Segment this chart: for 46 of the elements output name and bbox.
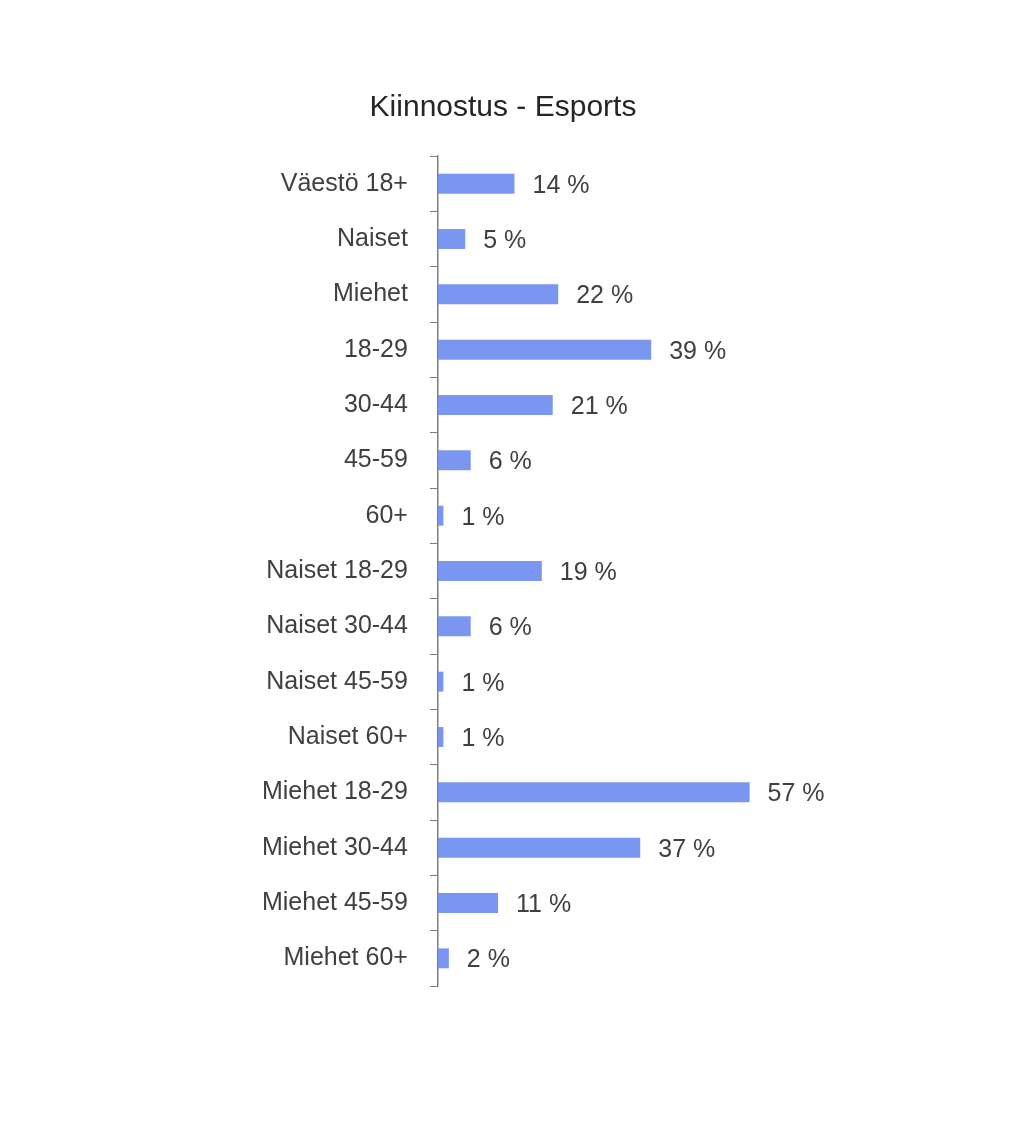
- y-tick-label: Naiset: [337, 222, 408, 251]
- data-label: 14 %: [532, 169, 590, 198]
- data-label: 1 %: [461, 722, 505, 751]
- bar: [437, 339, 652, 360]
- y-tick-label: Naiset 30-44: [266, 610, 409, 639]
- bar: [437, 893, 499, 913]
- bar: [437, 561, 542, 581]
- y-tick-label: 30-44: [343, 388, 409, 417]
- y-tick-label: Miehet 30-44: [261, 831, 408, 860]
- y-tick-label: Miehet 18-29: [261, 776, 408, 805]
- bar: [437, 505, 444, 526]
- bar: [437, 450, 471, 471]
- y-tick-label: 60+: [365, 499, 408, 528]
- y-tick-label: 18-29: [343, 333, 408, 362]
- data-label: 39 %: [669, 335, 727, 364]
- data-label: 21 %: [570, 390, 628, 419]
- y-tick-label: Miehet 45-59: [261, 886, 408, 915]
- data-label: 6 %: [488, 446, 532, 475]
- chart-title: Kiinnostus - Esports: [369, 89, 637, 123]
- data-label: 2 %: [466, 944, 510, 973]
- bar: [437, 671, 444, 692]
- bar: [437, 837, 641, 858]
- data-label: 19 %: [559, 556, 617, 585]
- bar: [437, 284, 559, 305]
- data-label: 37 %: [658, 833, 716, 862]
- data-label: 5 %: [483, 224, 527, 253]
- data-label: 22 %: [576, 280, 634, 309]
- bar: [437, 782, 750, 803]
- data-label: 1 %: [461, 667, 505, 696]
- y-tick-label: Väestö 18+: [280, 167, 408, 196]
- bar: [437, 229, 466, 249]
- data-label: 6 %: [488, 612, 532, 641]
- y-tick-label: Miehet: [332, 278, 408, 307]
- bar: [437, 395, 553, 415]
- bar: [437, 948, 449, 969]
- data-label: 57 %: [767, 778, 825, 807]
- bar: [437, 727, 444, 747]
- y-tick-label: Naiset 60+: [287, 720, 408, 749]
- bar: [437, 616, 471, 637]
- y-tick-label: Miehet 60+: [283, 942, 408, 971]
- bar: [437, 173, 515, 194]
- y-tick-label: 45-59: [343, 444, 408, 473]
- data-label: 1 %: [461, 501, 505, 530]
- y-tick-label: Naiset 18-29: [266, 554, 408, 583]
- y-tick-label: Naiset 45-59: [266, 665, 408, 694]
- data-label: 11 %: [516, 888, 572, 917]
